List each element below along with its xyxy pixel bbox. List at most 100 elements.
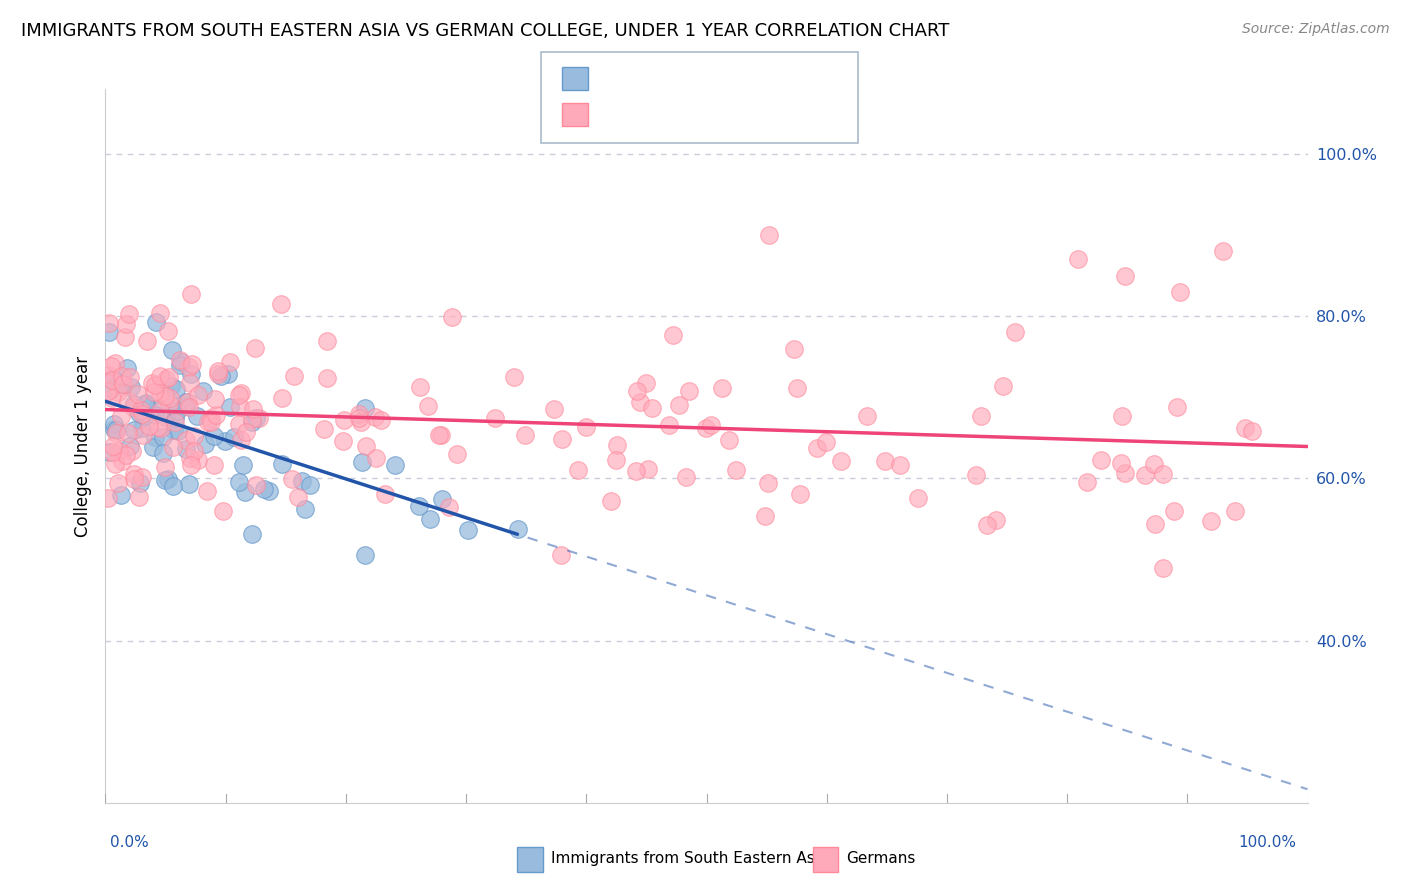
Point — [186, 409, 208, 423]
Text: Germans: Germans — [846, 852, 915, 866]
Point — [1170, 285, 1192, 299]
Point — [120, 370, 142, 384]
Point — [107, 385, 129, 400]
Point — [159, 391, 181, 405]
Point — [148, 404, 170, 418]
Point — [179, 360, 201, 375]
Point — [129, 475, 152, 490]
Point — [169, 353, 191, 368]
Point — [162, 440, 184, 454]
Point — [245, 478, 267, 492]
Point — [567, 463, 589, 477]
Point — [110, 376, 132, 391]
Point — [135, 396, 157, 410]
Point — [363, 410, 385, 425]
Point — [166, 404, 188, 418]
Point — [235, 425, 257, 439]
Point — [149, 306, 172, 320]
Point — [1076, 475, 1098, 489]
Point — [218, 400, 240, 414]
Point — [366, 451, 388, 466]
Point — [136, 334, 159, 349]
Point — [678, 384, 700, 398]
Point — [976, 518, 998, 533]
Point — [232, 458, 254, 472]
Point — [427, 427, 450, 442]
Point — [294, 501, 316, 516]
Point — [200, 416, 222, 430]
Point — [240, 411, 263, 425]
Point — [711, 381, 734, 395]
Point — [204, 392, 226, 406]
Point — [155, 372, 177, 386]
Point — [907, 491, 929, 505]
Point — [662, 328, 685, 343]
Point — [231, 386, 253, 401]
Point — [98, 444, 121, 458]
Point — [1133, 468, 1156, 483]
Point — [384, 458, 406, 473]
Point — [122, 400, 145, 414]
Point — [103, 417, 125, 432]
Point — [191, 384, 214, 399]
Point — [1212, 244, 1234, 259]
Point — [180, 367, 202, 381]
Point — [204, 408, 226, 422]
Point — [152, 446, 174, 460]
Point — [298, 478, 321, 492]
Y-axis label: College, Under 1 year: College, Under 1 year — [73, 355, 91, 537]
Point — [1067, 252, 1090, 267]
Point — [128, 490, 150, 504]
Point — [628, 395, 651, 409]
Point — [636, 376, 658, 390]
Point — [159, 398, 181, 412]
Point — [187, 453, 209, 467]
Point — [700, 417, 723, 432]
Point — [332, 434, 354, 449]
Point — [197, 484, 219, 499]
Point — [457, 523, 479, 537]
Point — [349, 411, 371, 425]
Point — [146, 420, 169, 434]
Point — [1152, 561, 1174, 575]
Point — [1111, 409, 1133, 423]
Point — [675, 470, 697, 484]
Point — [122, 423, 145, 437]
Point — [695, 421, 717, 435]
Point — [270, 457, 292, 471]
Text: R = -0.287   N = 183: R = -0.287 N = 183 — [596, 105, 769, 123]
Point — [174, 399, 197, 413]
Point — [626, 384, 648, 398]
Point — [209, 368, 232, 383]
Point — [756, 475, 779, 490]
Point — [179, 451, 201, 466]
Point — [143, 378, 166, 392]
Point — [132, 428, 155, 442]
Point — [157, 397, 180, 411]
Point — [316, 371, 339, 385]
Point — [194, 436, 217, 450]
Point — [131, 420, 153, 434]
Point — [174, 394, 197, 409]
Point — [418, 399, 440, 413]
Point — [112, 376, 135, 391]
Point — [1143, 457, 1166, 471]
Point — [446, 447, 468, 461]
Point — [153, 389, 176, 403]
Point — [110, 488, 132, 502]
Point — [153, 473, 176, 487]
Point — [146, 401, 169, 415]
Point — [240, 527, 263, 541]
Point — [163, 410, 186, 425]
Point — [115, 448, 138, 462]
Point — [104, 425, 127, 440]
Point — [142, 440, 165, 454]
Point — [174, 434, 197, 448]
Point — [1163, 504, 1185, 518]
Point — [180, 357, 202, 371]
Point — [508, 522, 530, 536]
Point — [806, 441, 828, 455]
Point — [197, 415, 219, 429]
Point — [180, 458, 202, 472]
Point — [437, 500, 460, 515]
